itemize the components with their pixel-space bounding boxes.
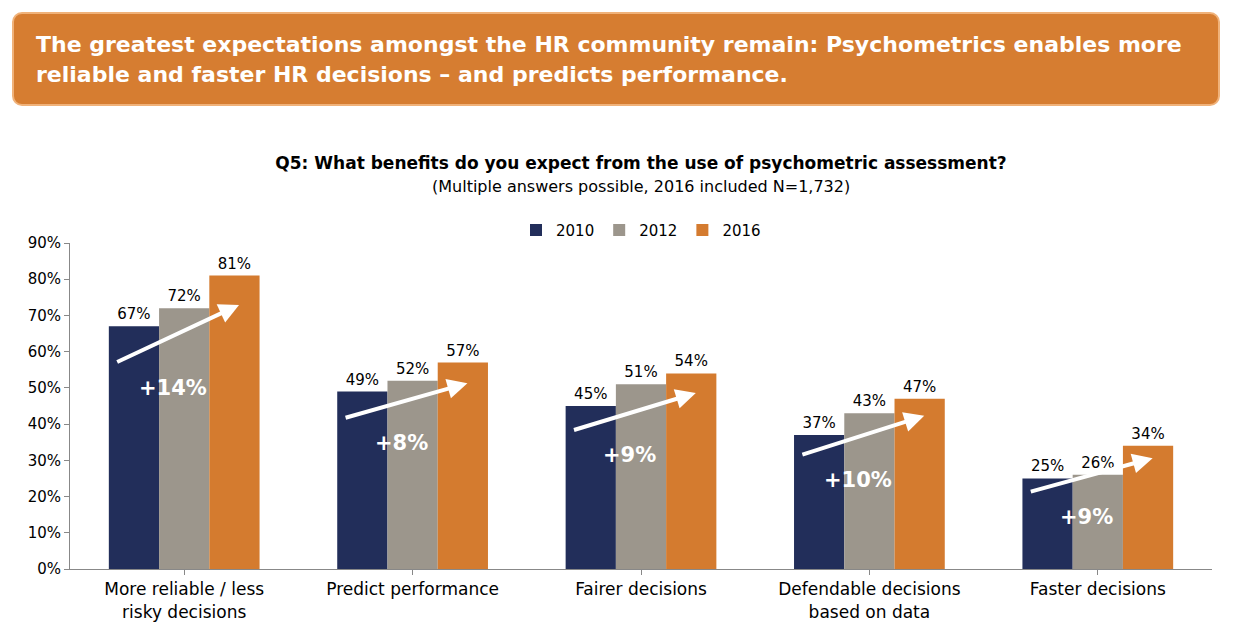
svg-text:Faster decisions: Faster decisions — [1030, 579, 1166, 599]
svg-text:90%: 90% — [28, 234, 61, 252]
svg-text:40%: 40% — [28, 415, 61, 433]
svg-text:Predict performance: Predict performance — [326, 579, 499, 599]
svg-text:60%: 60% — [28, 343, 61, 361]
svg-text:47%: 47% — [903, 378, 936, 396]
svg-text:52%: 52% — [396, 360, 429, 378]
svg-text:+9%: +9% — [1060, 505, 1113, 529]
svg-text:+10%: +10% — [824, 468, 892, 492]
svg-text:30%: 30% — [28, 452, 61, 470]
svg-text:26%: 26% — [1081, 454, 1114, 472]
html-text:The greatest expectations amon: The greatest expectations amongst the HR… — [36, 32, 1182, 87]
svg-text:+14%: +14% — [139, 376, 207, 400]
svg-text:51%: 51% — [624, 363, 657, 381]
svg-text:Fairer decisions: Fairer decisions — [575, 579, 707, 599]
svg-text:+8%: +8% — [375, 431, 428, 455]
svg-text:34%: 34% — [1131, 425, 1164, 443]
svg-text:2012: 2012 — [639, 222, 677, 240]
svg-text:More reliable / lessrisky deci: More reliable / lessrisky decisions — [104, 579, 264, 621]
svg-text:49%: 49% — [346, 371, 379, 389]
svg-text:Defendable decisionsbased on d: Defendable decisionsbased on data — [778, 579, 960, 621]
svg-text:2016: 2016 — [722, 222, 760, 240]
svg-text:+9%: +9% — [603, 443, 656, 467]
svg-text:10%: 10% — [28, 524, 61, 542]
svg-text:80%: 80% — [28, 270, 61, 288]
svg-text:70%: 70% — [28, 307, 61, 325]
svg-text:Q5: What benefits do you expec: Q5: What benefits do you expect from the… — [275, 153, 1006, 173]
svg-text:37%: 37% — [802, 414, 835, 432]
svg-text:43%: 43% — [853, 392, 886, 410]
svg-text:81%: 81% — [218, 255, 251, 273]
svg-text:0%: 0% — [37, 560, 61, 578]
svg-text:57%: 57% — [446, 342, 479, 360]
svg-text:50%: 50% — [28, 379, 61, 397]
svg-text:(Multiple answers possible, 20: (Multiple answers possible, 2016 include… — [432, 177, 850, 196]
svg-text:45%: 45% — [574, 385, 607, 403]
svg-text:72%: 72% — [168, 287, 201, 305]
svg-text:20%: 20% — [28, 488, 61, 506]
svg-text:25%: 25% — [1031, 457, 1064, 475]
svg-text:54%: 54% — [675, 352, 708, 370]
svg-text:2010: 2010 — [556, 222, 594, 240]
svg-text:67%: 67% — [117, 305, 150, 323]
